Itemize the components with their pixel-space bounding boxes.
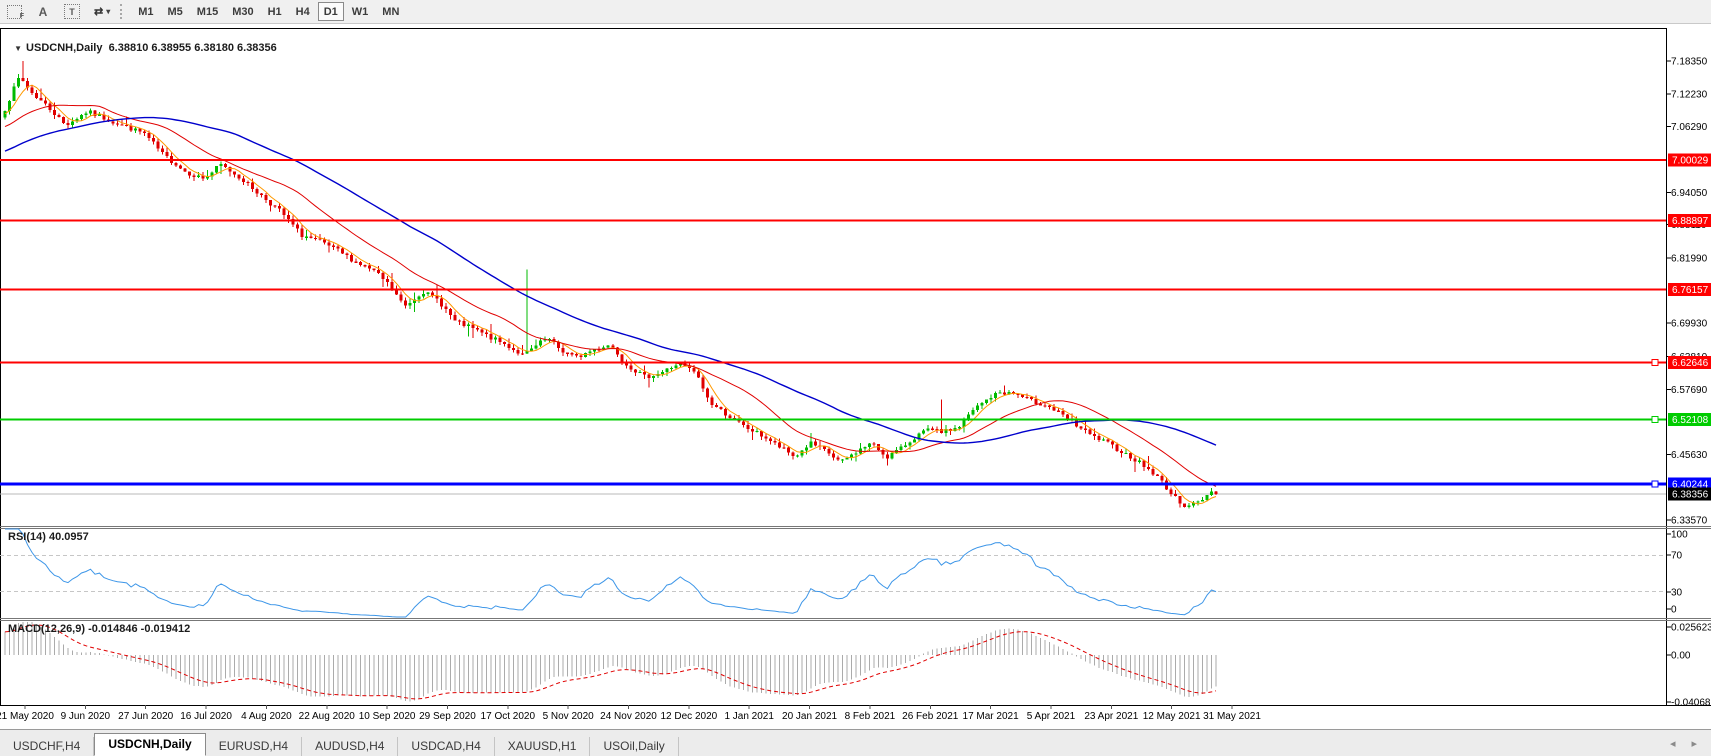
svg-text:70: 70 (1671, 551, 1683, 562)
candles (3, 61, 1218, 509)
timeframe-h4-button[interactable]: H4 (290, 2, 316, 21)
svg-text:30: 30 (1671, 588, 1683, 599)
tab-audusd-h4[interactable]: AUDUSD,H4 (302, 737, 399, 756)
svg-text:7.06290: 7.06290 (1671, 122, 1708, 133)
tab-eurusd-h4[interactable]: EURUSD,H4 (206, 737, 303, 756)
svg-text:8 Feb 2021: 8 Feb 2021 (845, 711, 896, 722)
svg-text:9 Jun 2020: 9 Jun 2020 (61, 711, 111, 722)
level-lines[interactable] (0, 159, 1666, 488)
timeframe-h1-button[interactable]: H1 (262, 2, 288, 21)
hline-handle-6.40244[interactable] (1651, 480, 1659, 488)
svg-text:6.76157: 6.76157 (1672, 285, 1709, 296)
svg-text:7.00029: 7.00029 (1672, 156, 1709, 167)
macd-histogram (4, 622, 1217, 702)
svg-text:17 Mar 2021: 17 Mar 2021 (963, 711, 1020, 722)
svg-text:6.52108: 6.52108 (1672, 415, 1709, 426)
timeframe-m1-button[interactable]: M1 (132, 2, 159, 21)
ma-fast (4, 84, 1217, 505)
tab-scroll-controls: ◂ ▸ (1670, 730, 1697, 756)
svg-text:6.45630: 6.45630 (1671, 450, 1708, 461)
svg-text:0.00: 0.00 (1671, 651, 1691, 662)
tab-usoil-daily[interactable]: USOil,Daily (590, 737, 679, 756)
collapse-caret-icon[interactable]: ▼ (14, 44, 23, 53)
svg-text:22 Aug 2020: 22 Aug 2020 (299, 711, 356, 722)
svg-text:6.94050: 6.94050 (1671, 188, 1708, 199)
svg-text:-0.040687: -0.040687 (1671, 698, 1711, 709)
toolbar-grip[interactable] (120, 4, 125, 19)
tab-scroll-left-icon[interactable]: ◂ (1669, 737, 1676, 750)
hline-handle-6.52108[interactable] (1651, 416, 1659, 424)
time-axis: 21 May 2020 9 Jun 2020 27 Jun 2020 16 Jul 2… (0, 705, 1261, 722)
toolbar: F A T ⇄ ▾ M1 M5 M15 M30 H1 H4 D1 W1 MN (0, 0, 1711, 24)
font-a-icon[interactable]: A (30, 2, 56, 21)
svg-text:6.38356: 6.38356 (1672, 490, 1709, 501)
timeframe-m30-button[interactable]: M30 (226, 2, 259, 21)
ma-slow (4, 116, 1217, 446)
rsi-line (5, 528, 1217, 618)
templates-f-icon[interactable]: F (1, 2, 28, 21)
svg-text:31 May 2021: 31 May 2021 (1203, 711, 1261, 722)
tab-usdcnh-daily[interactable]: USDCNH,Daily (94, 733, 206, 756)
svg-text:5 Nov 2020: 5 Nov 2020 (543, 711, 595, 722)
arrow-tools-icon[interactable]: ⇄ ▾ (88, 2, 116, 21)
svg-text:4 Aug 2020: 4 Aug 2020 (241, 711, 292, 722)
rsi-level-lines (0, 554, 1666, 593)
svg-text:6.57690: 6.57690 (1671, 385, 1708, 396)
tab-scroll-right-icon[interactable]: ▸ (1691, 737, 1697, 750)
svg-text:6.62646: 6.62646 (1672, 358, 1709, 369)
svg-text:20 Jan 2021: 20 Jan 2021 (782, 711, 837, 722)
svg-text:100: 100 (1671, 530, 1688, 541)
chart-tab-bar: USDCHF,H4 USDCNH,Daily EURUSD,H4 AUDUSD,… (0, 729, 1711, 756)
svg-text:6.33570: 6.33570 (1671, 516, 1708, 527)
text-label-icon[interactable]: T (58, 2, 86, 21)
svg-text:23 Apr 2021: 23 Apr 2021 (1084, 711, 1138, 722)
svg-text:0.025623: 0.025623 (1671, 623, 1711, 634)
ma-mid (4, 104, 1217, 487)
macd-signal-line (4, 624, 1217, 700)
timeframe-m5-button[interactable]: M5 (162, 2, 189, 21)
svg-text:24 Nov 2020: 24 Nov 2020 (600, 711, 657, 722)
svg-text:1 Jan 2021: 1 Jan 2021 (724, 711, 774, 722)
timeframe-m15-button[interactable]: M15 (191, 2, 224, 21)
svg-text:16 Jul 2020: 16 Jul 2020 (180, 711, 232, 722)
svg-text:26 Feb 2021: 26 Feb 2021 (902, 711, 959, 722)
svg-text:6.88897: 6.88897 (1672, 216, 1709, 227)
chart-frame (0, 28, 1711, 706)
svg-text:7.18350: 7.18350 (1671, 57, 1708, 68)
svg-text:29 Sep 2020: 29 Sep 2020 (419, 711, 476, 722)
hline-handle-6.62646[interactable] (1651, 359, 1659, 367)
grid-glyph-icon (7, 4, 22, 19)
svg-text:7.12230: 7.12230 (1671, 90, 1708, 101)
tab-usdcad-h4[interactable]: USDCAD,H4 (398, 737, 495, 756)
svg-text:17 Oct 2020: 17 Oct 2020 (481, 711, 536, 722)
tab-usdchf-h4[interactable]: USDCHF,H4 (0, 737, 95, 756)
tab-xauusd-h1[interactable]: XAUUSD,H1 (495, 737, 591, 756)
timeframe-d1-button[interactable]: D1 (317, 2, 344, 21)
svg-text:12 Dec 2020: 12 Dec 2020 (660, 711, 717, 722)
svg-text:5 Apr 2021: 5 Apr 2021 (1027, 711, 1076, 722)
timeframe-w1-button[interactable]: W1 (346, 2, 375, 21)
svg-text:6.81990: 6.81990 (1671, 253, 1708, 264)
svg-text:6.69930: 6.69930 (1671, 319, 1708, 330)
svg-text:21 May 2020: 21 May 2020 (0, 711, 54, 722)
price-axis: 7.183507.122307.062906.940506.881106.819… (1666, 57, 1711, 709)
f-sub-label: F (19, 13, 24, 20)
svg-text:12 May 2021: 12 May 2021 (1143, 711, 1201, 722)
dropdown-caret-icon[interactable]: ▾ (106, 7, 111, 16)
svg-text:10 Sep 2020: 10 Sep 2020 (359, 711, 416, 722)
svg-text:0: 0 (1671, 605, 1677, 616)
timeframe-mn-button[interactable]: MN (376, 2, 405, 21)
svg-text:6.40244: 6.40244 (1672, 479, 1709, 490)
svg-text:27 Jun 2020: 27 Jun 2020 (118, 711, 173, 722)
